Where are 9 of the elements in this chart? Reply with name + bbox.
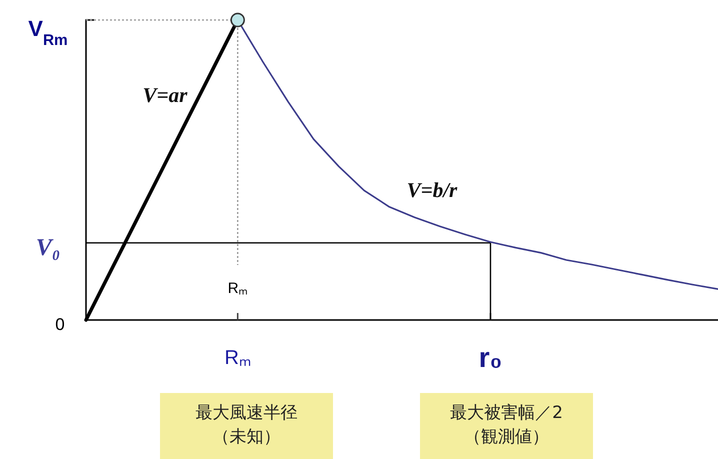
- ref-line-label: V$_{Rm}$: [28, 16, 68, 48]
- text: 最大被害幅／2（観測値）: [450, 403, 563, 447]
- annotation: V=b/r: [406, 178, 458, 202]
- ref-line-label: V₀: [36, 234, 60, 261]
- annotation: V=ar: [142, 83, 188, 107]
- x-tick-label: r₀: [478, 342, 502, 373]
- ref-line-label: Rₘ: [228, 280, 248, 297]
- text: 0: [55, 315, 65, 334]
- text: 最大風速半径（未知）: [196, 403, 298, 447]
